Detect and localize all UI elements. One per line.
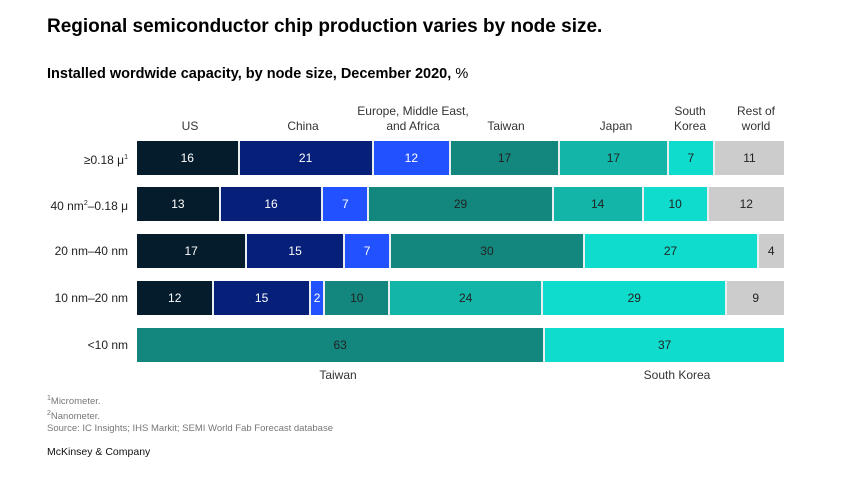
subtitle-text: Installed wordwide capacity, by node siz…: [47, 66, 452, 82]
data-label: 15: [254, 291, 269, 305]
bar-segment: 7: [323, 187, 370, 221]
bar-segment: 24: [390, 281, 544, 315]
bar-segment: 16: [220, 187, 324, 221]
region-header: Taiwan: [487, 119, 525, 133]
data-label: 24: [458, 291, 473, 305]
bar-segment: 4: [758, 234, 784, 268]
data-label: 11: [743, 151, 756, 165]
region-header: Rest of world: [736, 104, 776, 133]
bar-segment: 11: [714, 141, 784, 175]
bottom-region-label: South Korea: [643, 368, 711, 382]
bar-row: 13 16 7 29 14 10 12: [137, 187, 785, 221]
bar-segment: 63: [137, 328, 546, 362]
brand-logo-text: McKinsey & Company: [47, 446, 151, 458]
bar-segment: 2: [310, 281, 326, 315]
data-label: 17: [184, 244, 198, 258]
bar-segment: 15: [214, 281, 311, 315]
data-label: 17: [606, 151, 621, 165]
data-label: 7: [341, 197, 349, 211]
data-label: 29: [453, 197, 468, 211]
row-label: <10 nm: [87, 338, 128, 352]
data-label: 7: [687, 151, 695, 165]
data-label: 16: [180, 151, 194, 165]
bar-segment: 10: [643, 187, 709, 221]
chart-title: Regional semiconductor chip production v…: [47, 16, 603, 37]
data-label: 10: [350, 291, 364, 305]
data-label: 10: [668, 197, 682, 211]
bar-segment: 13: [137, 187, 221, 221]
data-label: 12: [168, 291, 182, 305]
bar-segment: 12: [373, 141, 452, 175]
data-label: 12: [404, 151, 419, 165]
data-label: 9: [752, 291, 760, 305]
data-label: 7: [363, 244, 371, 258]
footnote-2: 2Nanometer.: [47, 410, 101, 423]
unit-label: %: [455, 66, 469, 82]
region-header: US: [181, 119, 199, 133]
source-note: Source: IC Insights; IHS Markit; SEMI Wo…: [47, 423, 333, 435]
data-label: 16: [264, 197, 278, 211]
data-label: 4: [767, 244, 775, 258]
bar-segment: 29: [369, 187, 554, 221]
data-label: 17: [497, 151, 512, 165]
bar-segment: 17: [559, 141, 669, 175]
row-label: 40 nm2–0.18 μ: [50, 199, 128, 213]
bar-segment: 14: [553, 187, 644, 221]
bar-segment: 30: [391, 234, 585, 268]
bar-segment: 17: [137, 234, 248, 268]
row-label: 10 nm–20 nm: [54, 291, 128, 305]
region-header: Europe, Middle East, and Africa: [357, 104, 469, 133]
bar-segment: 12: [708, 187, 785, 221]
bottom-region-label: Taiwan: [319, 368, 357, 382]
bar-segment: 17: [451, 141, 560, 175]
bar-segment: 16: [137, 141, 240, 175]
data-label: 29: [627, 291, 641, 305]
data-label: 2: [313, 291, 321, 305]
bar-segment: 21: [239, 141, 374, 175]
data-label: 15: [288, 244, 302, 258]
data-label: 14: [591, 197, 605, 211]
data-label: 13: [171, 197, 185, 211]
bar-segment: 15: [247, 234, 345, 268]
data-label: 27: [663, 244, 678, 258]
region-header: China: [287, 119, 319, 133]
row-label: 20 nm–40 nm: [54, 244, 128, 258]
data-label: 37: [657, 338, 672, 352]
region-header: South Korea: [673, 104, 707, 133]
bar-row: 16 21 12 17 17 7 11: [137, 141, 784, 175]
footnote-1: 1Micrometer.: [47, 395, 101, 408]
data-label: 63: [333, 338, 347, 352]
bar-segment: 7: [344, 234, 392, 268]
data-label: 30: [480, 244, 494, 258]
data-label: 12: [739, 197, 753, 211]
bar-segment: 37: [545, 328, 784, 362]
region-header: Japan: [599, 119, 633, 133]
bar-segment: 27: [584, 234, 759, 268]
data-label: 21: [298, 151, 313, 165]
bar-segment: 29: [543, 281, 728, 315]
footnotes: 1Micrometer. 2Nanometer. Source: IC Insi…: [47, 393, 333, 435]
bar-row: 12 15 2 10 24 29 9: [137, 281, 785, 315]
row-label: ≥0.18 μ1: [83, 153, 128, 167]
bar-segment: 9: [727, 281, 785, 315]
chart-subtitle: Installed wordwide capacity, by node siz…: [47, 66, 468, 82]
bar-segment: 10: [325, 281, 391, 315]
bar-row: 17 15 7 30 27 4: [137, 234, 784, 268]
bar-segment: 12: [137, 281, 215, 315]
bar-segment: 7: [668, 141, 715, 175]
bar-row: 63 37: [137, 328, 784, 362]
